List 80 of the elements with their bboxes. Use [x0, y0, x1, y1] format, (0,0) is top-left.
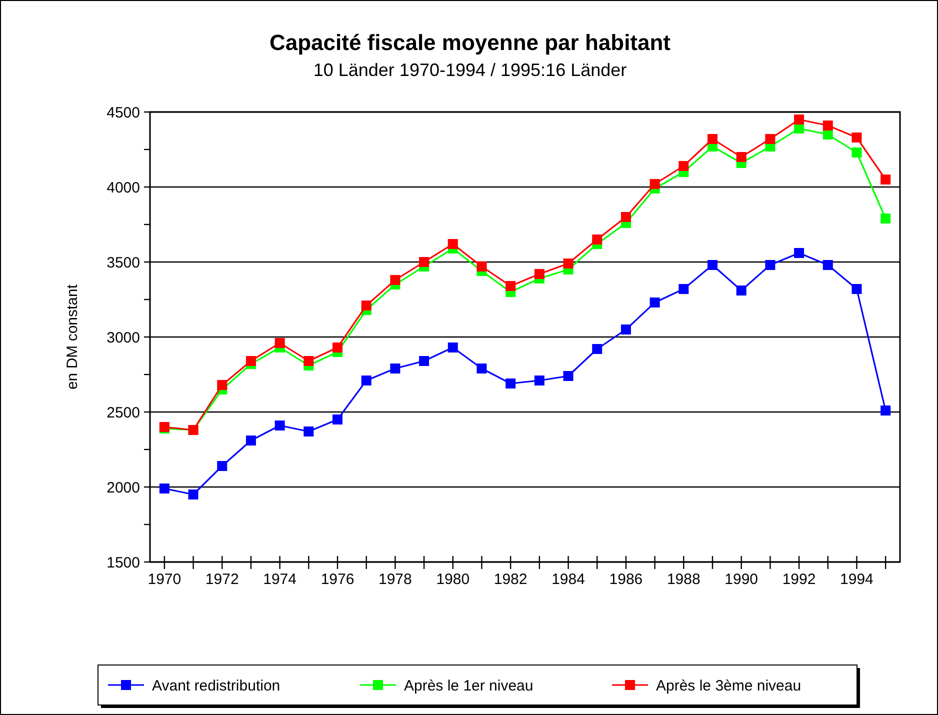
point — [506, 378, 516, 388]
point — [678, 161, 689, 171]
x-tick-label: 1988 — [666, 571, 700, 588]
point — [822, 130, 833, 140]
point — [534, 376, 544, 386]
point — [563, 258, 574, 268]
point — [361, 300, 372, 310]
y-tick-label: 2500 — [106, 404, 140, 422]
y-tick-label: 4000 — [106, 179, 140, 196]
point — [765, 134, 776, 144]
point — [852, 284, 862, 294]
point — [246, 436, 256, 446]
legend-label: Après le 1er niveau — [404, 677, 534, 694]
point — [880, 174, 891, 184]
point — [765, 260, 776, 270]
x-tick-label: 1986 — [609, 571, 643, 588]
point — [822, 120, 833, 130]
point — [592, 234, 602, 244]
legend-label: Après le 3ème niveau — [656, 677, 802, 694]
point — [476, 262, 487, 272]
x-tick-label: 1994 — [840, 571, 874, 588]
x-tick-label: 1992 — [782, 571, 816, 588]
y-tick-label: 3000 — [106, 329, 140, 346]
point — [620, 324, 631, 334]
point — [620, 212, 631, 222]
point — [361, 376, 372, 386]
point — [476, 364, 487, 374]
point — [592, 344, 602, 354]
point — [852, 132, 862, 142]
point — [274, 338, 285, 348]
point — [563, 371, 574, 381]
point — [304, 356, 314, 366]
chart-title: Capacité fiscale moyenne par habitant — [269, 30, 672, 55]
point — [650, 298, 660, 308]
x-tick-label: 1984 — [552, 571, 585, 588]
point — [217, 461, 228, 471]
x-tick-label: 1972 — [205, 571, 239, 588]
x-tick-label: 1976 — [320, 571, 354, 588]
point — [736, 152, 746, 162]
point — [390, 275, 400, 285]
point — [274, 420, 285, 430]
point — [880, 406, 891, 416]
point — [159, 484, 170, 494]
point — [650, 179, 660, 189]
x-tick-label: 1990 — [724, 571, 758, 588]
point — [852, 148, 862, 158]
point — [448, 342, 458, 352]
legend-label: Avant redistribution — [152, 677, 280, 694]
point — [794, 124, 804, 134]
point — [794, 248, 804, 258]
x-tick-label: 1982 — [494, 571, 528, 588]
point — [506, 281, 516, 291]
y-tick-label: 1500 — [106, 554, 140, 572]
point — [794, 114, 804, 124]
point — [736, 286, 746, 296]
x-tick-label: 1978 — [378, 571, 412, 588]
point — [188, 490, 198, 500]
point — [304, 426, 314, 436]
point — [390, 364, 400, 374]
y-tick-label: 4500 — [106, 104, 140, 122]
y-axis-title: en DM constant — [64, 284, 81, 390]
point — [534, 269, 544, 279]
y-tick-label: 3500 — [106, 254, 140, 272]
point — [708, 260, 718, 270]
point — [708, 134, 718, 144]
point — [880, 214, 891, 224]
point — [822, 260, 833, 270]
point — [246, 356, 256, 366]
point — [332, 342, 342, 352]
point — [448, 239, 458, 249]
y-tick-label: 2000 — [106, 479, 140, 496]
x-tick-label: 1970 — [148, 571, 182, 588]
point — [332, 414, 342, 424]
point — [217, 380, 228, 390]
x-tick-label: 1974 — [263, 571, 296, 588]
point — [419, 257, 430, 267]
point — [678, 284, 689, 294]
point — [419, 356, 430, 366]
x-tick-label: 1980 — [436, 571, 470, 588]
chart-subtitle: 10 Länder 1970-1994 / 1995:16 Länder — [313, 60, 627, 80]
